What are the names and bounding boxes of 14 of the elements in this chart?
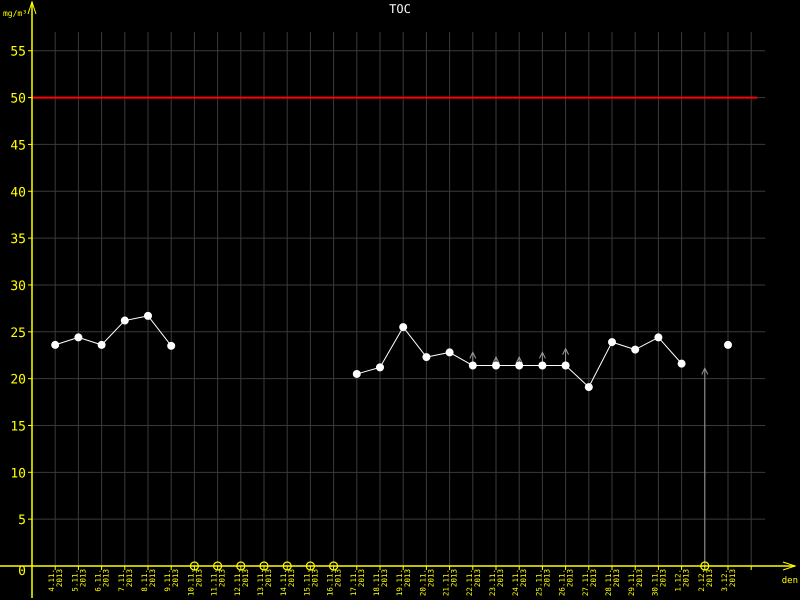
- x-axis-title: den: [782, 576, 798, 586]
- y-tick-label: 45: [10, 138, 26, 154]
- y-tick-label: 10: [10, 466, 26, 482]
- y-tick-label: 5: [18, 513, 26, 528]
- y-tick-label: 35: [10, 232, 26, 248]
- y-tick-label: 25: [10, 326, 26, 341]
- chart-title: TOC: [389, 2, 411, 16]
- y-tick-label: 50: [10, 92, 26, 107]
- y-tick-label: 30: [10, 278, 26, 294]
- y-axis-title: mg/m³: [2, 9, 28, 18]
- y-tick-label: 20: [10, 372, 26, 388]
- y-tick-label: 15: [10, 419, 26, 434]
- y-tick-label: 40: [10, 185, 26, 200]
- y-tick-label: 55: [10, 44, 26, 60]
